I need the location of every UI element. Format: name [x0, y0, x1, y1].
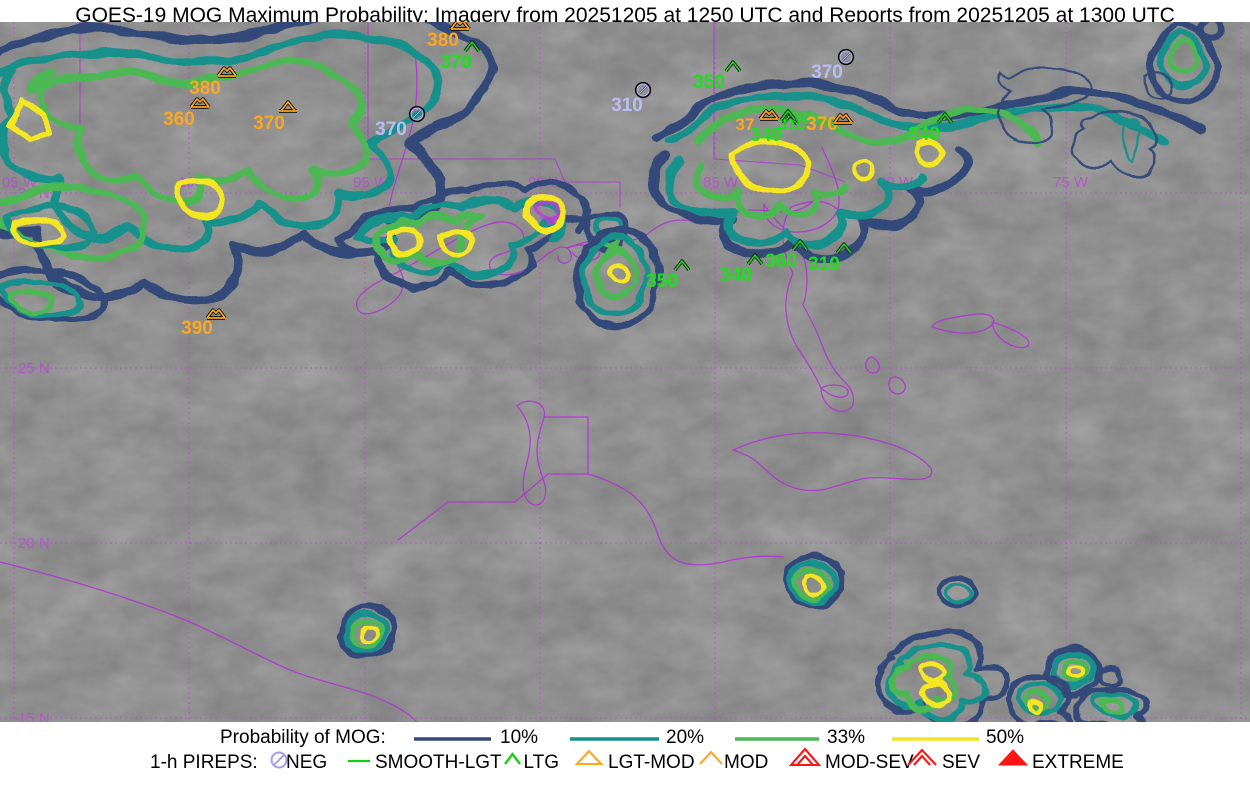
svg-text:33%: 33% [827, 727, 865, 748]
svg-text:37: 37 [736, 115, 755, 134]
svg-text:25 N: 25 N [18, 360, 50, 377]
svg-text:15 N: 15 N [18, 710, 50, 722]
svg-text:85 W: 85 W [703, 174, 739, 191]
svg-text:350: 350 [646, 271, 678, 292]
svg-text:LTG: LTG [524, 752, 560, 773]
svg-text:380: 380 [189, 78, 221, 99]
svg-text:360: 360 [765, 251, 797, 272]
svg-text:50%: 50% [986, 727, 1024, 748]
svg-text:310: 310 [611, 95, 643, 116]
svg-text:SMOOTH-LGT: SMOOTH-LGT [375, 752, 502, 773]
svg-text:370: 370 [811, 62, 843, 83]
svg-text:370: 370 [440, 52, 472, 73]
svg-text:EXTREME: EXTREME [1032, 752, 1124, 773]
svg-text:350: 350 [693, 72, 725, 93]
svg-text:310: 310 [808, 254, 840, 275]
svg-text:370: 370 [375, 119, 407, 140]
svg-text:LGT-MOD: LGT-MOD [608, 752, 695, 773]
svg-text:MOD-SEV: MOD-SEV [825, 752, 914, 773]
svg-text:340: 340 [908, 124, 940, 145]
svg-text:10%: 10% [500, 727, 538, 748]
svg-text:340: 340 [720, 265, 752, 286]
svg-text:20 N: 20 N [18, 535, 50, 552]
svg-text:SEV: SEV [942, 752, 980, 773]
svg-text:380: 380 [427, 30, 459, 51]
svg-text:360: 360 [163, 109, 195, 130]
svg-text:1-h PIREPS:: 1-h PIREPS: [150, 752, 258, 773]
svg-text:370: 370 [253, 113, 285, 134]
svg-text:370: 370 [806, 114, 838, 135]
svg-text:Probability of MOG:: Probability of MOG: [220, 727, 386, 748]
svg-text:390: 390 [181, 318, 213, 339]
svg-text:75 W: 75 W [1053, 174, 1089, 191]
svg-text:MOD: MOD [724, 752, 768, 773]
svg-text:NEG: NEG [286, 752, 327, 773]
svg-text:20%: 20% [666, 727, 704, 748]
